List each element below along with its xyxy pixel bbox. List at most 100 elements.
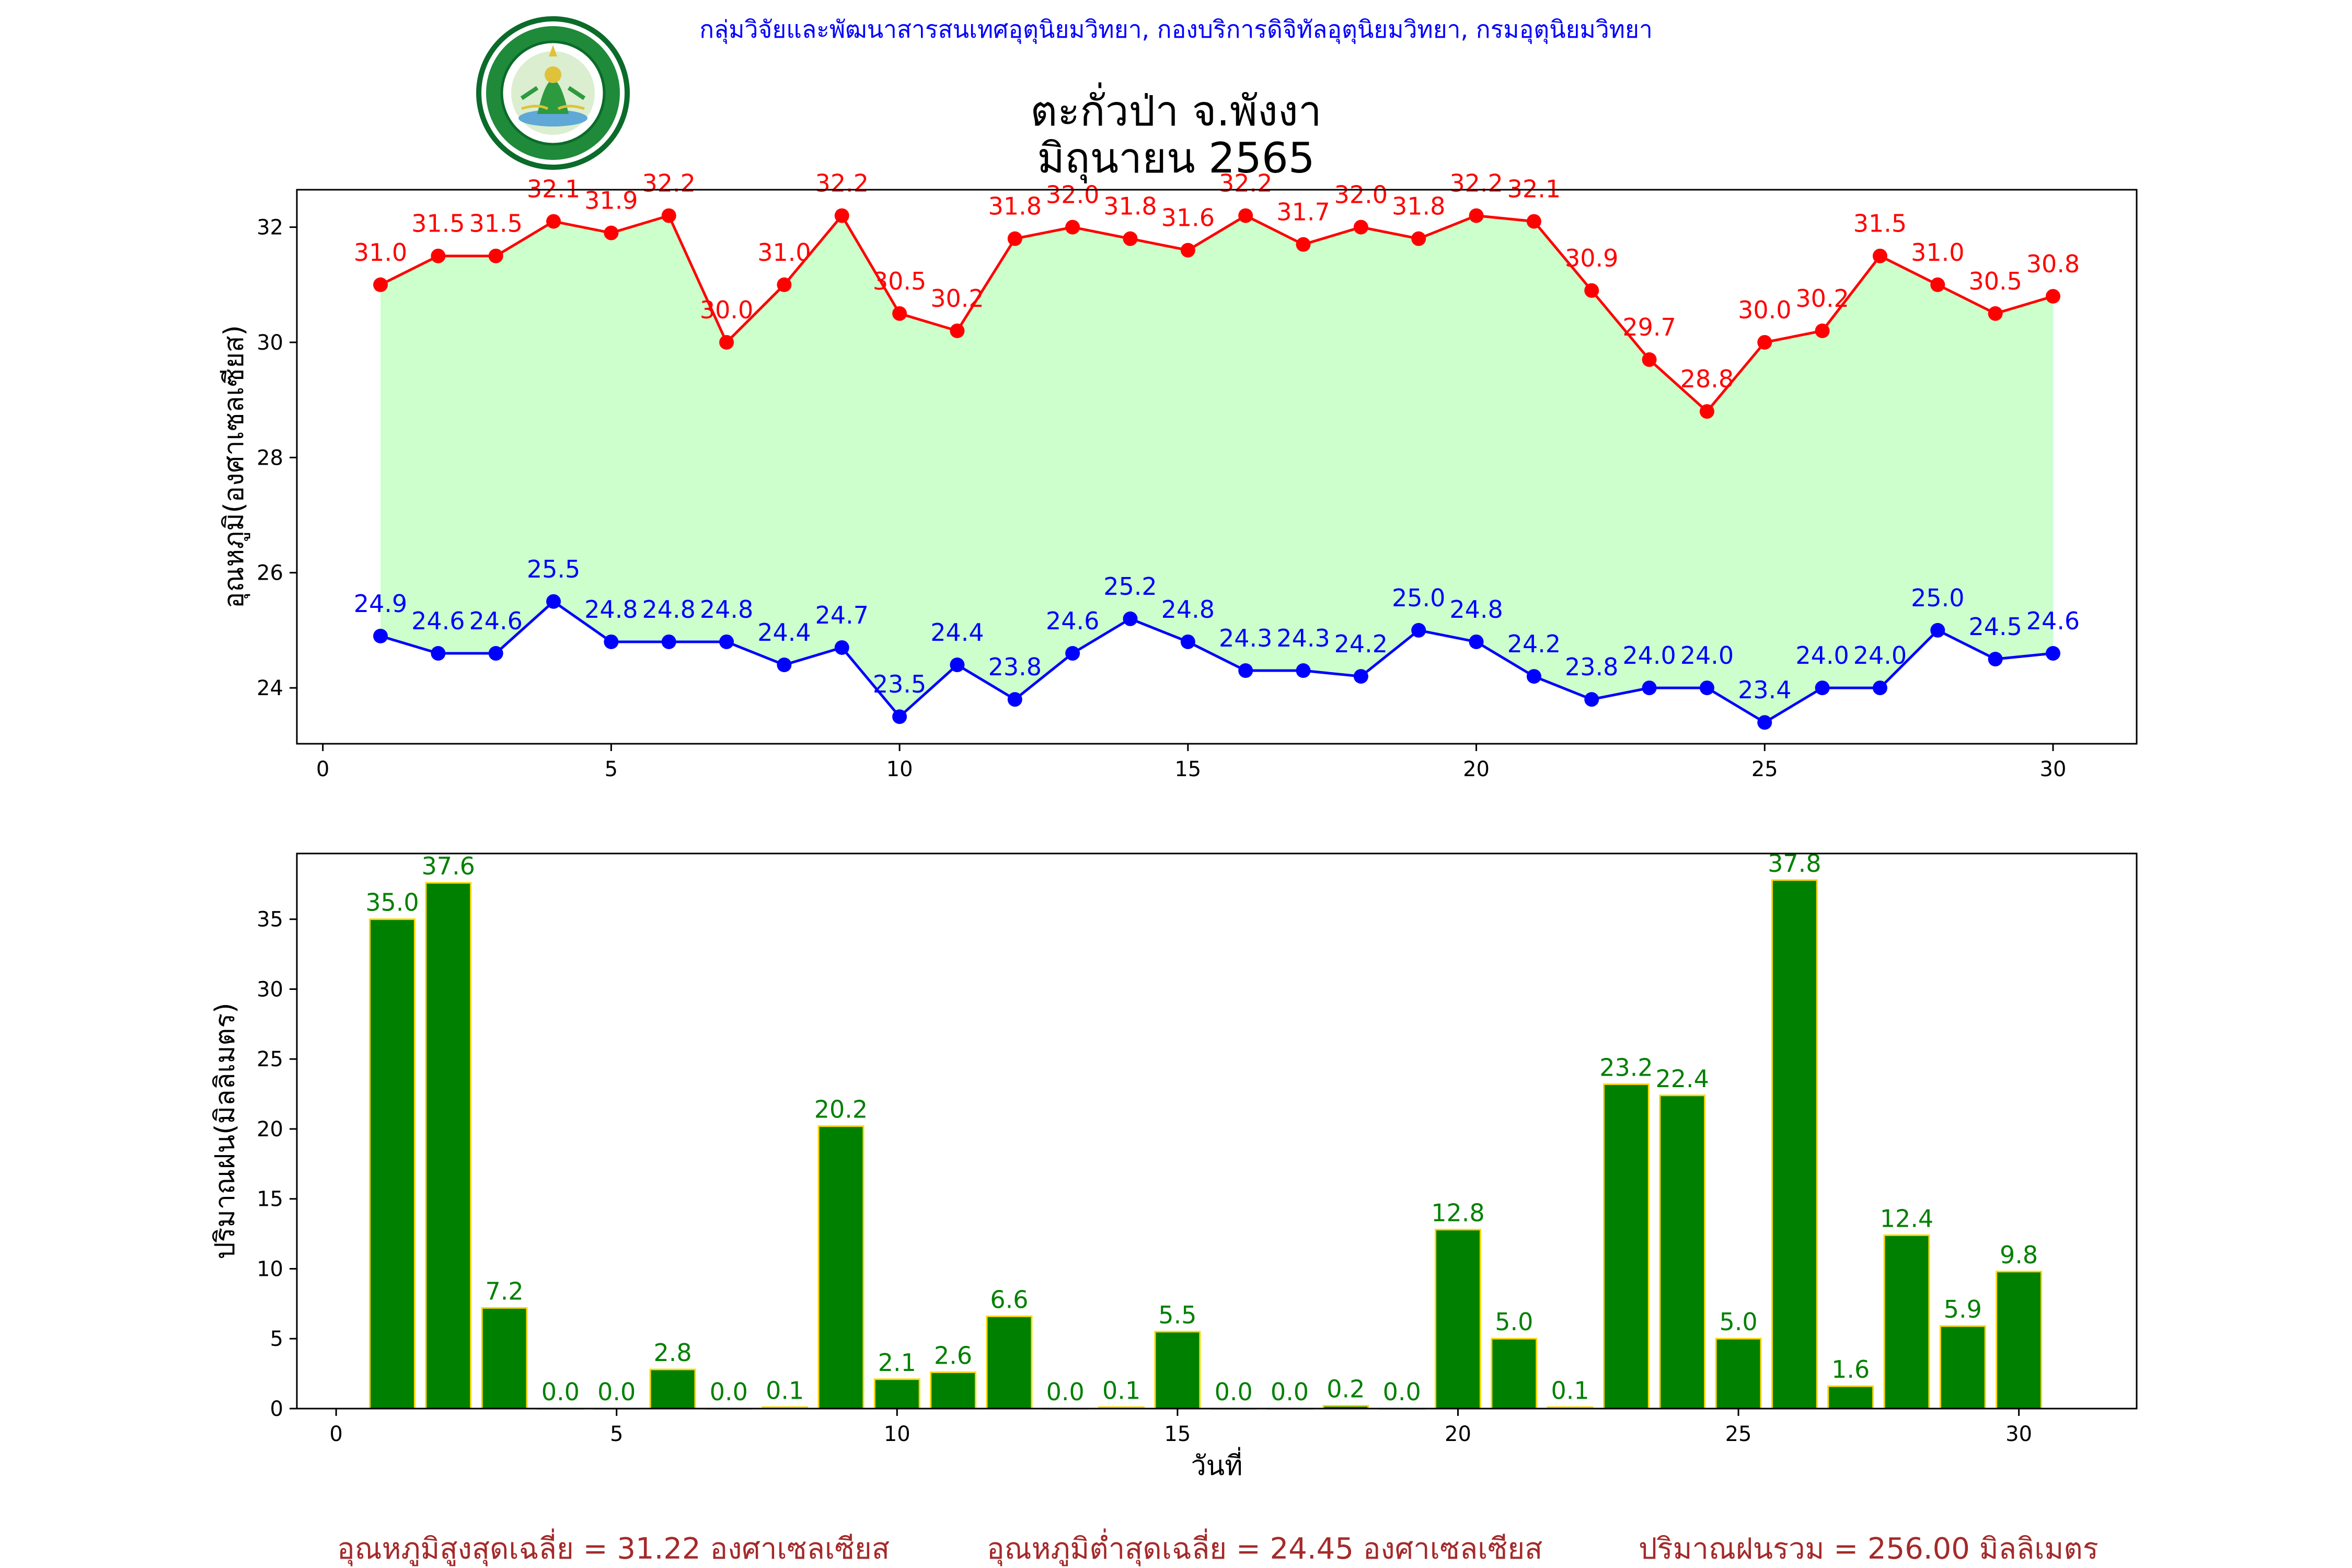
rain-data-label: 0.0 <box>710 1378 748 1406</box>
rain-bar <box>425 882 472 1410</box>
max-temp-point <box>1469 208 1484 223</box>
x-tick-label: 20 <box>1463 757 1490 781</box>
rain-data-label: 7.2 <box>485 1277 523 1305</box>
max-temp-point <box>950 323 965 338</box>
min-temp-point <box>777 658 792 673</box>
max-temp-data-label: 32.2 <box>642 169 696 198</box>
rain-data-label: 35.0 <box>365 889 419 917</box>
y-tick-label: 30 <box>257 331 283 355</box>
max-temp-point <box>1238 208 1253 223</box>
max-temp-data-label: 31.8 <box>1103 192 1157 221</box>
temperature-axes: 0 5 10 15 20 25 30 24 26 28 30 32 <box>257 216 2066 781</box>
min-temp-data-label: 25.0 <box>1392 584 1445 612</box>
max-temp-point <box>546 214 561 229</box>
x-tick-label: 20 <box>1445 1422 1471 1446</box>
agency-header: กลุ่มวิจัยและพัฒนาสารสนเทศอุตุนิยมวิทยา,… <box>699 15 1653 44</box>
max-temp-data-label: 30.8 <box>2026 250 2080 278</box>
rain-data-label: 0.2 <box>1327 1375 1365 1403</box>
min-temp-point <box>1930 622 1945 638</box>
min-temp-data-label: 24.3 <box>1219 624 1272 652</box>
rain-data-label: 5.0 <box>1719 1308 1757 1336</box>
min-temp-point <box>1007 692 1022 707</box>
rain-data-label: 0.0 <box>1046 1378 1085 1406</box>
max-temp-point <box>1930 277 1945 292</box>
temperature-panel: 31.031.5 31.532.1 31.932.230.031.032.230.5… <box>218 169 2138 781</box>
rain-bar <box>369 918 416 1410</box>
x-tick-label: 25 <box>1751 757 1778 781</box>
min-temp-data-label: 24.7 <box>815 601 869 629</box>
min-temp-data-label: 24.8 <box>584 595 638 624</box>
rain-data-label: 2.1 <box>878 1348 916 1377</box>
max-temp-point <box>834 208 849 223</box>
min-temp-point <box>950 658 965 673</box>
y-tick-label: 15 <box>257 1187 283 1212</box>
max-temp-point <box>604 225 619 240</box>
rain-bar <box>873 1378 920 1410</box>
max-temp-data-label: 30.5 <box>873 267 926 295</box>
max-temp-data-label: 30.0 <box>700 296 753 324</box>
rain-bar <box>986 1315 1033 1410</box>
rain-bar <box>1939 1325 1986 1410</box>
rain-data-label: 0.0 <box>1215 1378 1253 1406</box>
rain-bar <box>1154 1331 1201 1410</box>
min-temp-data-label: 24.3 <box>1276 624 1330 652</box>
min-temp-data-label: 23.4 <box>1738 676 1791 704</box>
max-temp-data-label: 32.0 <box>1334 181 1388 209</box>
y-tick-label: 20 <box>257 1117 283 1142</box>
max-temp-point <box>1699 404 1714 419</box>
rain-data-label: 5.9 <box>1944 1295 1982 1323</box>
rain-bar <box>1771 879 1818 1410</box>
max-temp-data-label: 32.0 <box>1046 181 1099 209</box>
temperature-y-axis-label: อุณหภูมิ(องศาเซลเซียส) <box>218 325 250 608</box>
y-tick-label: 32 <box>257 216 283 240</box>
max-temp-data-label: 31.0 <box>757 238 811 267</box>
chart-subtitle: มิถุนายน 2565 <box>1037 134 1315 183</box>
max-temp-point <box>1353 220 1368 235</box>
max-temp-data-label: 32.2 <box>1449 169 1503 198</box>
max-temp-data-label: 32.2 <box>1219 169 1272 198</box>
min-temp-data-label: 24.0 <box>1853 641 1907 670</box>
max-temp-point <box>1872 248 1887 263</box>
x-tick-label: 10 <box>884 1422 910 1446</box>
max-temp-data-label: 31.8 <box>1392 192 1445 221</box>
rain-bar <box>817 1125 864 1410</box>
rain-data-label: 9.8 <box>2000 1241 2038 1269</box>
rain-data-label: 2.8 <box>653 1339 691 1367</box>
min-temp-point <box>1469 634 1484 649</box>
rain-data-label: 12.4 <box>1880 1204 1933 1232</box>
min-temp-data-label: 25.5 <box>527 555 580 583</box>
rain-bar <box>930 1371 977 1410</box>
y-tick-label: 10 <box>257 1257 283 1281</box>
max-temp-data-label: 30.0 <box>1738 296 1791 324</box>
rain-bar <box>1883 1234 1930 1410</box>
temperature-plot-frame <box>296 189 2138 745</box>
max-temp-point <box>1065 220 1080 235</box>
rainfall-axes: 0 5 10 15 20 25 30 0 5 10 15 20 25 30 35 <box>257 908 2032 1446</box>
max-temp-data-label: 31.6 <box>1161 204 1215 232</box>
max-temp-data-label: 31.5 <box>1853 210 1907 238</box>
max-temp-point <box>777 277 792 292</box>
x-tick-label: 0 <box>329 1422 342 1446</box>
rain-bar <box>1827 1385 1874 1410</box>
min-temp-data-label: 24.2 <box>1334 630 1388 658</box>
max-temp-point <box>1584 283 1599 298</box>
max-temp-data-label: 31.9 <box>584 187 638 215</box>
min-temp-data-label: 24.8 <box>700 595 753 624</box>
max-temp-point <box>1815 323 1830 338</box>
rain-data-label: 37.6 <box>422 852 475 880</box>
max-temp-point <box>719 335 734 350</box>
min-temp-point <box>488 646 503 661</box>
min-temp-point <box>2046 646 2060 661</box>
min-temp-point <box>1526 669 1541 684</box>
rain-bar <box>1435 1229 1481 1410</box>
rain-data-label: 0.1 <box>1102 1376 1140 1404</box>
min-temp-point <box>373 628 388 643</box>
max-temp-point <box>1296 237 1311 252</box>
max-temp-data-label: 30.2 <box>930 284 984 313</box>
min-temp-data-label: 25.2 <box>1103 572 1157 601</box>
min-temp-data-label: 24.0 <box>1795 641 1849 670</box>
x-tick-label: 15 <box>1174 757 1201 781</box>
x-tick-label: 15 <box>1164 1422 1191 1446</box>
min-temp-point <box>1815 681 1830 696</box>
max-temp-data-label: 29.7 <box>1622 313 1676 341</box>
